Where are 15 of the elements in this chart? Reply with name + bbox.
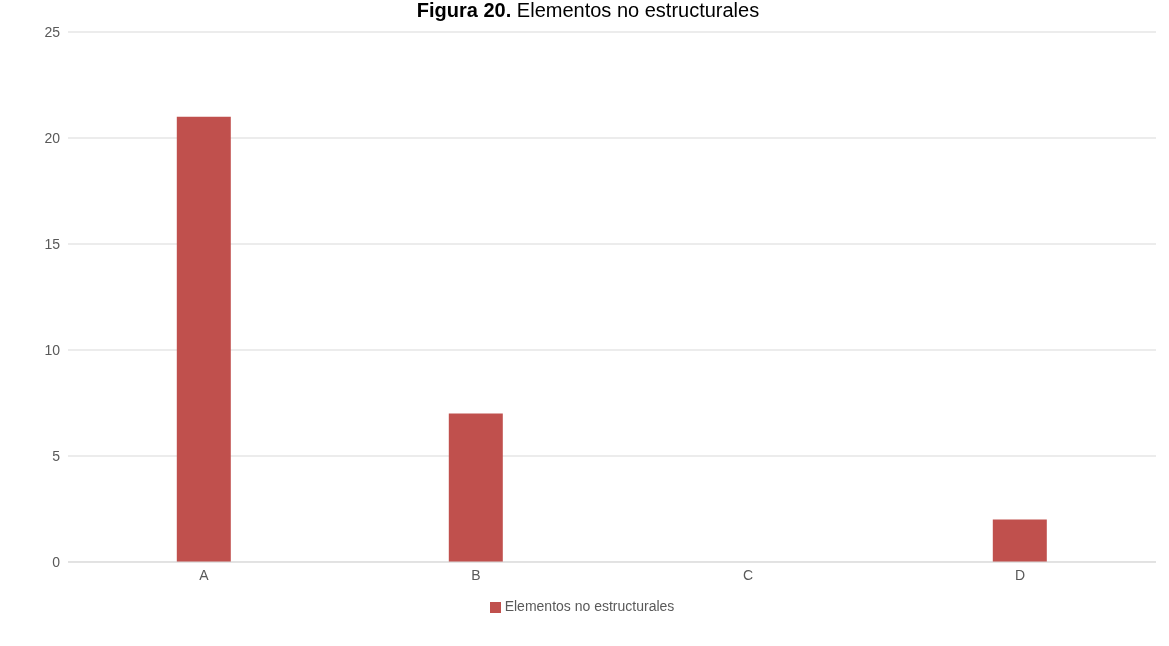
x-tick-label: A xyxy=(199,566,210,583)
y-tick-label: 25 xyxy=(44,23,61,40)
bar xyxy=(176,116,231,562)
y-tick-label: 20 xyxy=(44,129,61,146)
bar xyxy=(992,519,1047,562)
chart-title: Figura 20. Elementos no estructurales xyxy=(415,0,761,23)
x-tick-label: B xyxy=(471,566,481,583)
x-tick-label: C xyxy=(742,566,754,583)
y-tick-label: 15 xyxy=(44,235,61,252)
bar xyxy=(448,413,503,562)
y-tick-label: 5 xyxy=(52,447,61,464)
x-tick-label: D xyxy=(1014,566,1026,583)
y-tick-label: 10 xyxy=(44,341,61,358)
y-tick-label: 0 xyxy=(52,553,61,570)
legend-label: Elementos no estructurales xyxy=(504,598,675,614)
